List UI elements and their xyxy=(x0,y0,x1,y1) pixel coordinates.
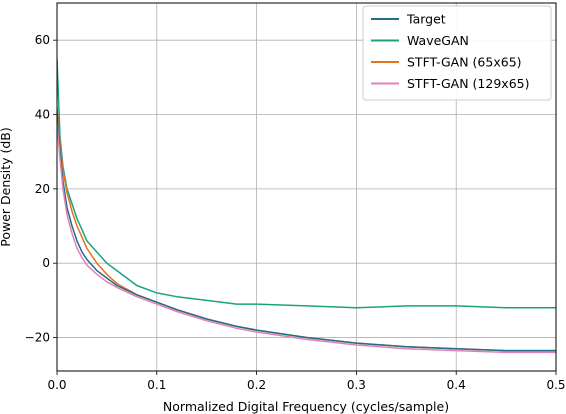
y-axis-label: Power Density (dB) xyxy=(0,127,13,247)
x-tick-label: 0.5 xyxy=(546,378,565,392)
legend-label: STFT-GAN (129x65) xyxy=(407,76,529,91)
x-tick-label: 0.2 xyxy=(247,378,266,392)
x-axis: 0.0 0.1 0.2 0.3 0.4 0.5 xyxy=(47,371,566,392)
y-tick-label: 40 xyxy=(35,108,50,122)
y-axis: −20 0 20 40 60 xyxy=(25,33,57,345)
legend-label: WaveGAN xyxy=(407,33,469,48)
legend-label: Target xyxy=(406,12,446,27)
y-tick-label: 60 xyxy=(35,33,50,47)
x-tick-label: 0.0 xyxy=(47,378,66,392)
series-line-1 xyxy=(57,58,556,309)
x-tick-label: 0.3 xyxy=(347,378,366,392)
x-tick-label: 0.1 xyxy=(147,378,166,392)
y-tick-label: 0 xyxy=(42,256,50,270)
legend: Target WaveGAN STFT-GAN (65x65) STFT-GAN (1… xyxy=(362,5,552,101)
x-axis-label: Normalized Digital Frequency (cycles/sam… xyxy=(163,399,449,414)
plot-frame xyxy=(56,2,557,372)
x-tick-label: 0.4 xyxy=(447,378,466,392)
legend-label: STFT-GAN (65x65) xyxy=(407,55,522,70)
y-tick-label: 20 xyxy=(35,182,50,196)
series-layer xyxy=(57,58,556,354)
y-tick-label: −20 xyxy=(25,331,50,345)
series-line-0 xyxy=(57,114,556,352)
legend-box xyxy=(362,5,552,101)
series-line-3 xyxy=(57,121,556,354)
